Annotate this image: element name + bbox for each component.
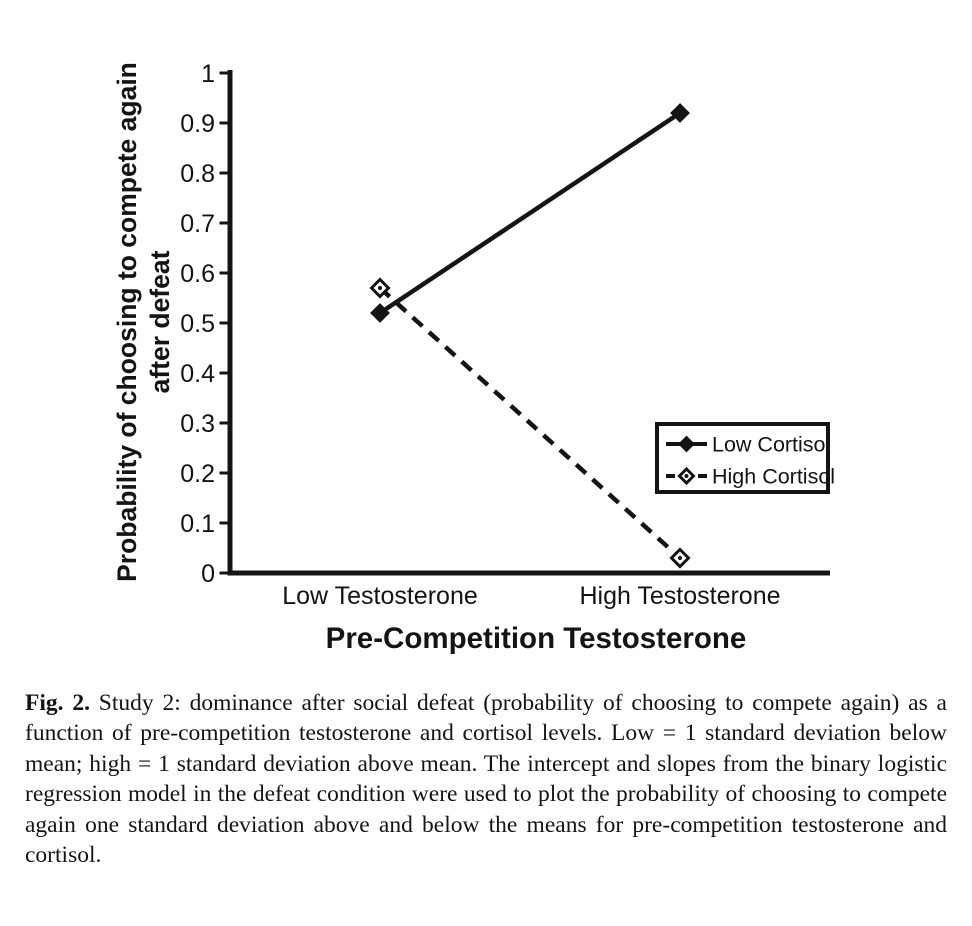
y-tick-label: 0 bbox=[201, 560, 215, 588]
y-tick-label: 0.1 bbox=[180, 510, 215, 538]
data-point-high-cortisol-high-testosterone-center-dot bbox=[678, 556, 682, 560]
chart-container: 0 0.1 0.2 0.3 0.4 0.5 0.6 0.7 0.8 0.9 1 Low Testost… bbox=[112, 60, 835, 655]
legend: Low Cortisol High Cortisol bbox=[655, 422, 835, 494]
y-axis-title: Probability of choosing to compete again… bbox=[112, 62, 175, 582]
line-chart: 0 0.1 0.2 0.3 0.4 0.5 0.6 0.7 0.8 0.9 1 Low Testost… bbox=[112, 60, 835, 655]
series-low-cortisol bbox=[370, 103, 690, 323]
y-tick-label: 0.5 bbox=[180, 310, 215, 338]
y-tick-label: 0.4 bbox=[180, 360, 215, 388]
y-tick-label: 0.7 bbox=[180, 210, 215, 238]
legend-label-low-cortisol: Low Cortisol bbox=[712, 433, 830, 457]
series-line-low-cortisol bbox=[378, 111, 682, 315]
y-tick-label: 0.8 bbox=[180, 160, 215, 188]
x-axis-title: Pre-Competition Testosterone bbox=[326, 622, 747, 655]
y-tick-label: 0.6 bbox=[180, 260, 215, 288]
y-tick-label: 1 bbox=[201, 60, 215, 88]
legend-label-high-cortisol: High Cortisol bbox=[712, 465, 835, 489]
figure-caption: Fig. 2. Study 2: dominance after social … bbox=[25, 688, 947, 870]
y-tick-label: 0.9 bbox=[180, 110, 215, 138]
legend-item-high-cortisol: High Cortisol bbox=[666, 465, 835, 489]
data-point-low-cortisol-high-testosterone bbox=[670, 103, 690, 123]
x-tick-label-low-testosterone: Low Testosterone bbox=[282, 582, 478, 610]
legend-item-low-cortisol: Low Cortisol bbox=[666, 433, 830, 457]
data-point-high-cortisol-low-testosterone-center-dot bbox=[378, 286, 382, 290]
x-tick-label-high-testosterone: High Testosterone bbox=[579, 582, 780, 610]
figure-caption-label: Fig. 2. bbox=[25, 690, 90, 716]
y-tick-label: 0.2 bbox=[180, 460, 215, 488]
legend-marker-high-cortisol-center-dot bbox=[684, 474, 689, 478]
series-high-cortisol bbox=[369, 277, 691, 569]
data-point-low-cortisol-low-testosterone bbox=[370, 303, 390, 323]
legend-marker-low-cortisol bbox=[678, 435, 695, 453]
series-line-high-cortisol bbox=[378, 286, 682, 560]
y-tick-label: 0.3 bbox=[180, 410, 215, 438]
figure-caption-text: Study 2: dominance after social defeat (… bbox=[25, 690, 947, 869]
